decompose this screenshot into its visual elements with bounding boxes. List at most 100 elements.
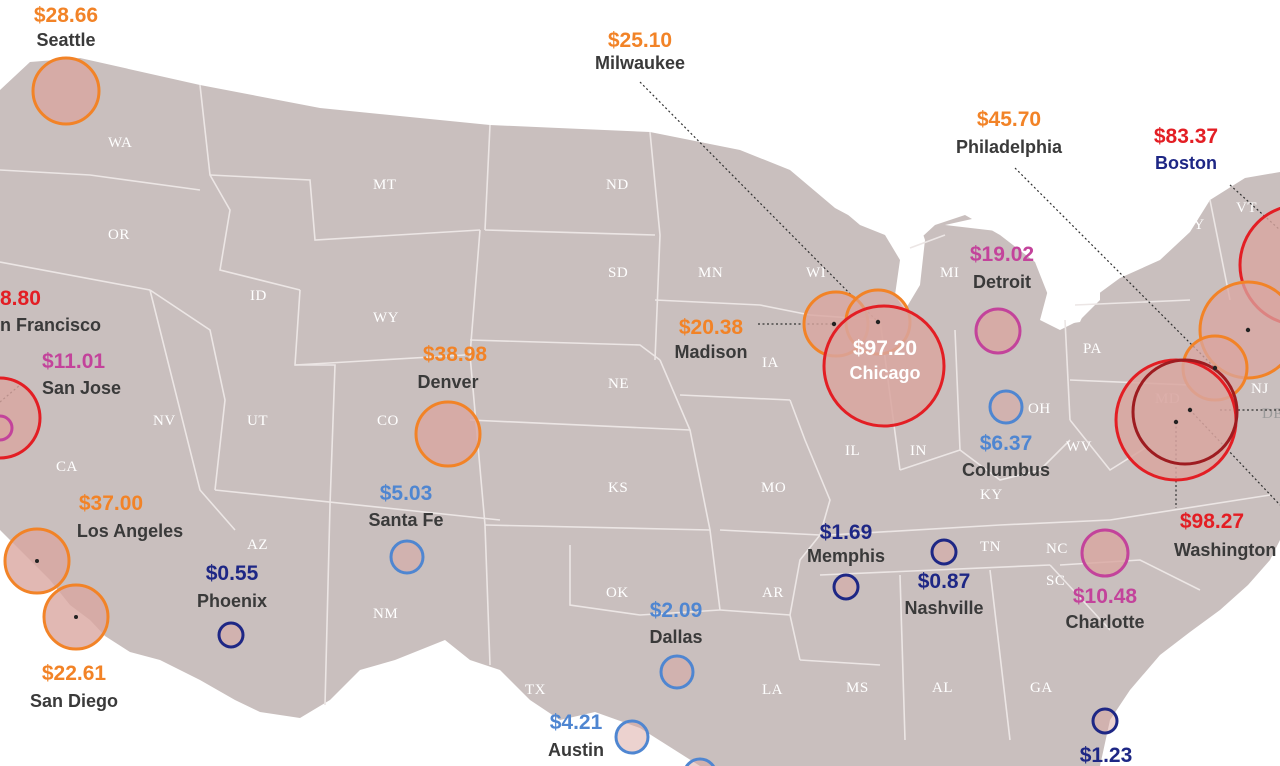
state-label-id: ID [250, 288, 267, 304]
state-label-in: IN [910, 443, 927, 459]
price-memphis: $1.69 [820, 521, 873, 544]
us-landmass [0, 58, 1280, 766]
circle-charlotte[interactable] [1080, 528, 1130, 578]
city-labels: $28.66 Seattle $25.10 Milwaukee $45.70 P… [0, 4, 1276, 766]
state-label-wy: WY [373, 310, 399, 326]
state-label-ut: UT [247, 413, 268, 429]
state-label-mo: MO [761, 480, 786, 496]
city-denver: Denver [417, 372, 478, 392]
circle-south-texas[interactable] [684, 757, 716, 766]
state-label-wi: WI [806, 265, 826, 281]
state-label-oh: OH [1028, 401, 1051, 417]
price-charlotte: $10.48 [1073, 585, 1138, 608]
state-label-ky: KY [980, 487, 1003, 503]
city-seattle: Seattle [36, 30, 95, 50]
state-label-sd: SD [608, 265, 628, 281]
state-labels: WA OR CA ID NV MT WY UT AZ CO NM ND SD N… [56, 135, 1280, 698]
price-nashville: $0.87 [918, 570, 971, 593]
state-label-mt: MT [373, 177, 397, 193]
price-san-francisco: 8.80 [0, 287, 41, 310]
price-columbus: $6.37 [980, 432, 1033, 455]
city-detroit: Detroit [973, 272, 1031, 292]
circle-dallas[interactable] [659, 654, 695, 690]
circle-san-jose[interactable] [0, 414, 14, 442]
state-label-mi: MI [940, 265, 959, 281]
state-label-tx: TX [525, 682, 546, 698]
circle-denver[interactable] [414, 400, 482, 468]
circle-phoenix[interactable] [217, 621, 245, 649]
circle-austin[interactable] [614, 719, 650, 755]
city-san-diego: San Diego [30, 691, 118, 711]
circle-detroit[interactable] [974, 307, 1022, 355]
state-label-mn: MN [698, 265, 723, 281]
state-label-az: AZ [247, 537, 268, 553]
state-label-nc: NC [1046, 541, 1068, 557]
state-label-la: LA [762, 682, 783, 698]
price-austin: $4.21 [550, 711, 603, 734]
state-label-ms: MS [846, 680, 869, 696]
state-label-ne: NE [608, 376, 629, 392]
city-milwaukee: Milwaukee [595, 53, 685, 73]
price-milwaukee: $25.10 [608, 29, 672, 52]
city-dallas: Dallas [649, 627, 702, 647]
state-label-ga: GA [1030, 680, 1053, 696]
price-chicago: $97.20 [853, 337, 917, 360]
city-san-francisco: n Francisco [0, 315, 101, 335]
price-washington: $98.27 [1180, 510, 1244, 533]
price-san-jose: $11.01 [42, 350, 105, 373]
state-label-sc: SC [1046, 573, 1065, 589]
circle-southeast[interactable] [1091, 707, 1119, 735]
city-charlotte: Charlotte [1065, 612, 1144, 632]
price-southeast: $1.23 [1080, 744, 1133, 766]
circle-seattle[interactable] [31, 56, 101, 126]
price-santa-fe: $5.03 [380, 482, 433, 505]
price-denver: $38.98 [423, 343, 488, 366]
circle-san-francisco[interactable] [0, 376, 42, 460]
lake-michigan [840, 195, 925, 310]
state-label-or: OR [108, 227, 130, 243]
state-label-nv: NV [153, 413, 176, 429]
state-label-ny: NY [1182, 217, 1205, 233]
city-memphis: Memphis [807, 546, 885, 566]
state-label-il: IL [845, 443, 860, 459]
price-boston: $83.37 [1154, 125, 1218, 148]
price-phoenix: $0.55 [206, 562, 259, 585]
price-philadelphia: $45.70 [977, 108, 1041, 131]
state-label-vt: VT [1236, 200, 1257, 216]
city-philadelphia: Philadelphia [956, 137, 1063, 157]
circle-nashville[interactable] [930, 538, 958, 566]
city-chicago: Chicago [849, 363, 920, 383]
state-label-nj: NJ [1251, 381, 1269, 397]
price-detroit: $19.02 [970, 243, 1034, 266]
lake-huron-erie [945, 215, 1100, 330]
state-label-de: DE [1262, 406, 1280, 422]
city-columbus: Columbus [962, 460, 1050, 480]
city-austin: Austin [548, 740, 604, 760]
circle-memphis[interactable] [832, 573, 860, 601]
price-los-angeles: $37.00 [79, 492, 143, 515]
state-label-nd: ND [606, 177, 629, 193]
state-label-ia: IA [762, 355, 779, 371]
state-label-ca: CA [56, 459, 78, 475]
circle-santa-fe[interactable] [389, 539, 425, 575]
city-san-jose: San Jose [42, 378, 121, 398]
state-label-wv: WV [1066, 439, 1092, 455]
city-boston: Boston [1155, 153, 1217, 173]
city-washington: Washington [1174, 540, 1276, 560]
city-santa-fe: Santa Fe [368, 510, 443, 530]
price-seattle: $28.66 [34, 4, 98, 27]
city-phoenix: Phoenix [197, 591, 267, 611]
center-dots [35, 319, 1251, 619]
city-madison: Madison [674, 342, 747, 362]
state-label-ok: OK [606, 585, 629, 601]
state-label-tn: TN [980, 539, 1001, 555]
state-label-wa: WA [108, 135, 132, 151]
circle-chicago[interactable] [822, 304, 946, 428]
city-nashville: Nashville [904, 598, 983, 618]
circle-baltimore[interactable] [1131, 358, 1239, 466]
state-label-nm: NM [373, 606, 398, 622]
city-los-angeles: Los Angeles [77, 521, 183, 541]
circle-columbus[interactable] [988, 389, 1024, 425]
state-label-ks: KS [608, 480, 628, 496]
